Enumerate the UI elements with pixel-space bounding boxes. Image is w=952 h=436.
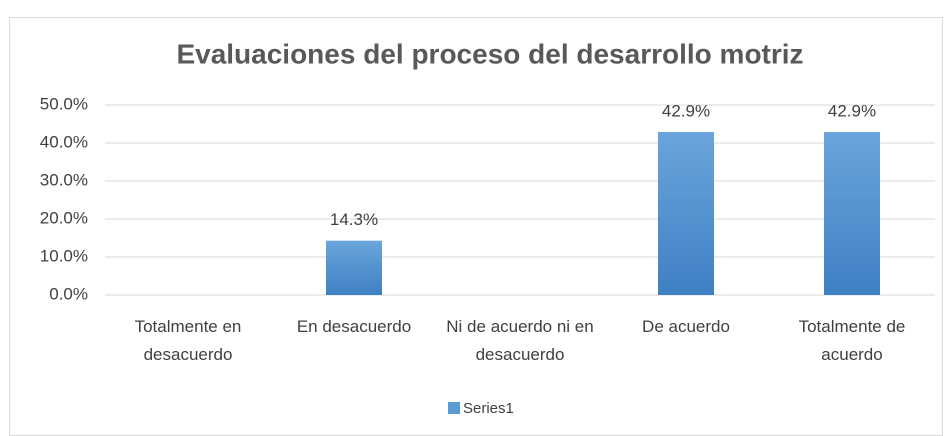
data-label: 42.9% [828,101,876,120]
y-tick-label: 10.0% [40,246,88,265]
chart-border [9,17,943,436]
y-tick-label: 40.0% [40,132,88,151]
data-label: 14.3% [330,210,378,229]
legend-label: Series1 [463,400,514,417]
x-tick-label: Totalmente de acuerdo [799,317,906,364]
chart-title: Evaluaciones del proceso del desarrollo … [176,38,803,69]
bar [824,131,880,295]
bar [658,131,714,295]
y-tick-label: 50.0% [40,94,88,113]
legend-swatch [448,402,460,414]
bar [326,240,382,295]
x-tick-label: Totalmente en desacuerdo [135,317,242,364]
x-tick-label: Ni de acuerdo ni en desacuerdo [446,317,593,364]
x-tick-label: De acuerdo [642,317,730,336]
y-tick-label: 20.0% [40,208,88,227]
x-tick-label: En desacuerdo [297,317,411,336]
y-tick-label: 0.0% [49,284,88,303]
y-tick-label: 30.0% [40,170,88,189]
data-label: 42.9% [662,101,710,120]
